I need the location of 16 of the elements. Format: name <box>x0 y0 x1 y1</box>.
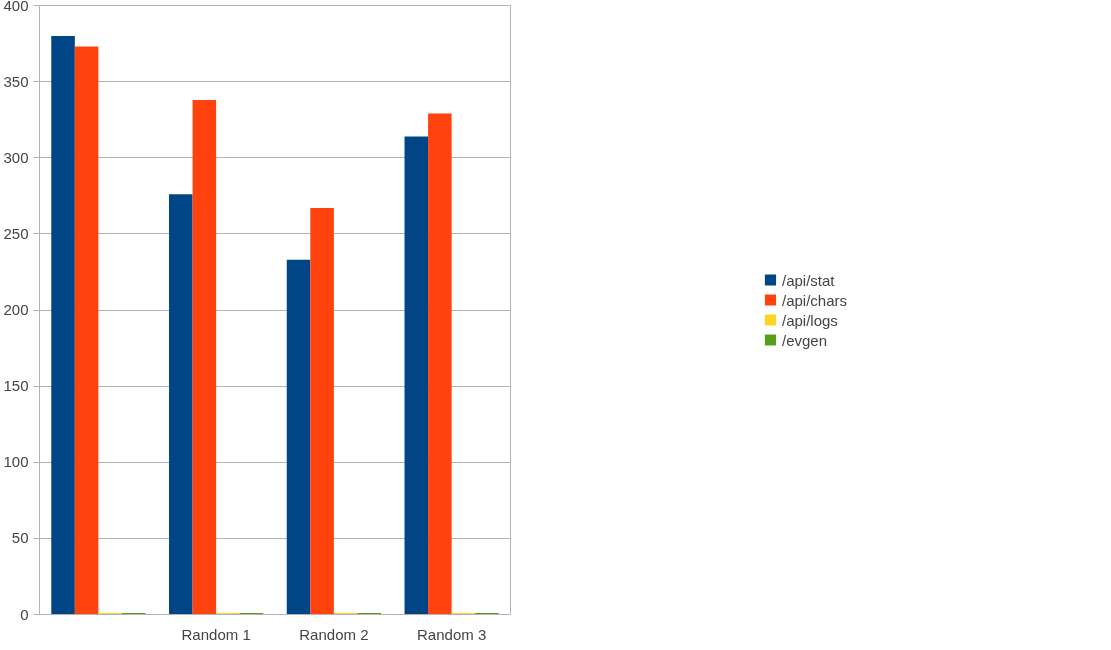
y-tick-label: 150 <box>3 377 29 395</box>
legend-label: /api/logs <box>781 311 838 328</box>
y-tick-label: 200 <box>3 301 29 318</box>
y-tick-label: 400 <box>3 0 29 14</box>
y-tick-label: 300 <box>3 148 29 166</box>
legend-label: /api/stat <box>781 271 835 288</box>
x-tick-label: Random 3 <box>417 625 487 643</box>
y-tick-label: 50 <box>11 529 29 547</box>
y-tick-label: 350 <box>3 72 29 90</box>
y-tick-label: 0 <box>20 605 29 623</box>
x-tick-label: Random 1 <box>181 625 251 643</box>
y-tick-label: 100 <box>3 453 29 471</box>
legend-label: /evgen <box>781 331 828 348</box>
y-tick-label: 250 <box>3 224 29 242</box>
legend-label: /api/chars <box>781 291 848 308</box>
x-tick-label: Random 2 <box>299 625 369 643</box>
